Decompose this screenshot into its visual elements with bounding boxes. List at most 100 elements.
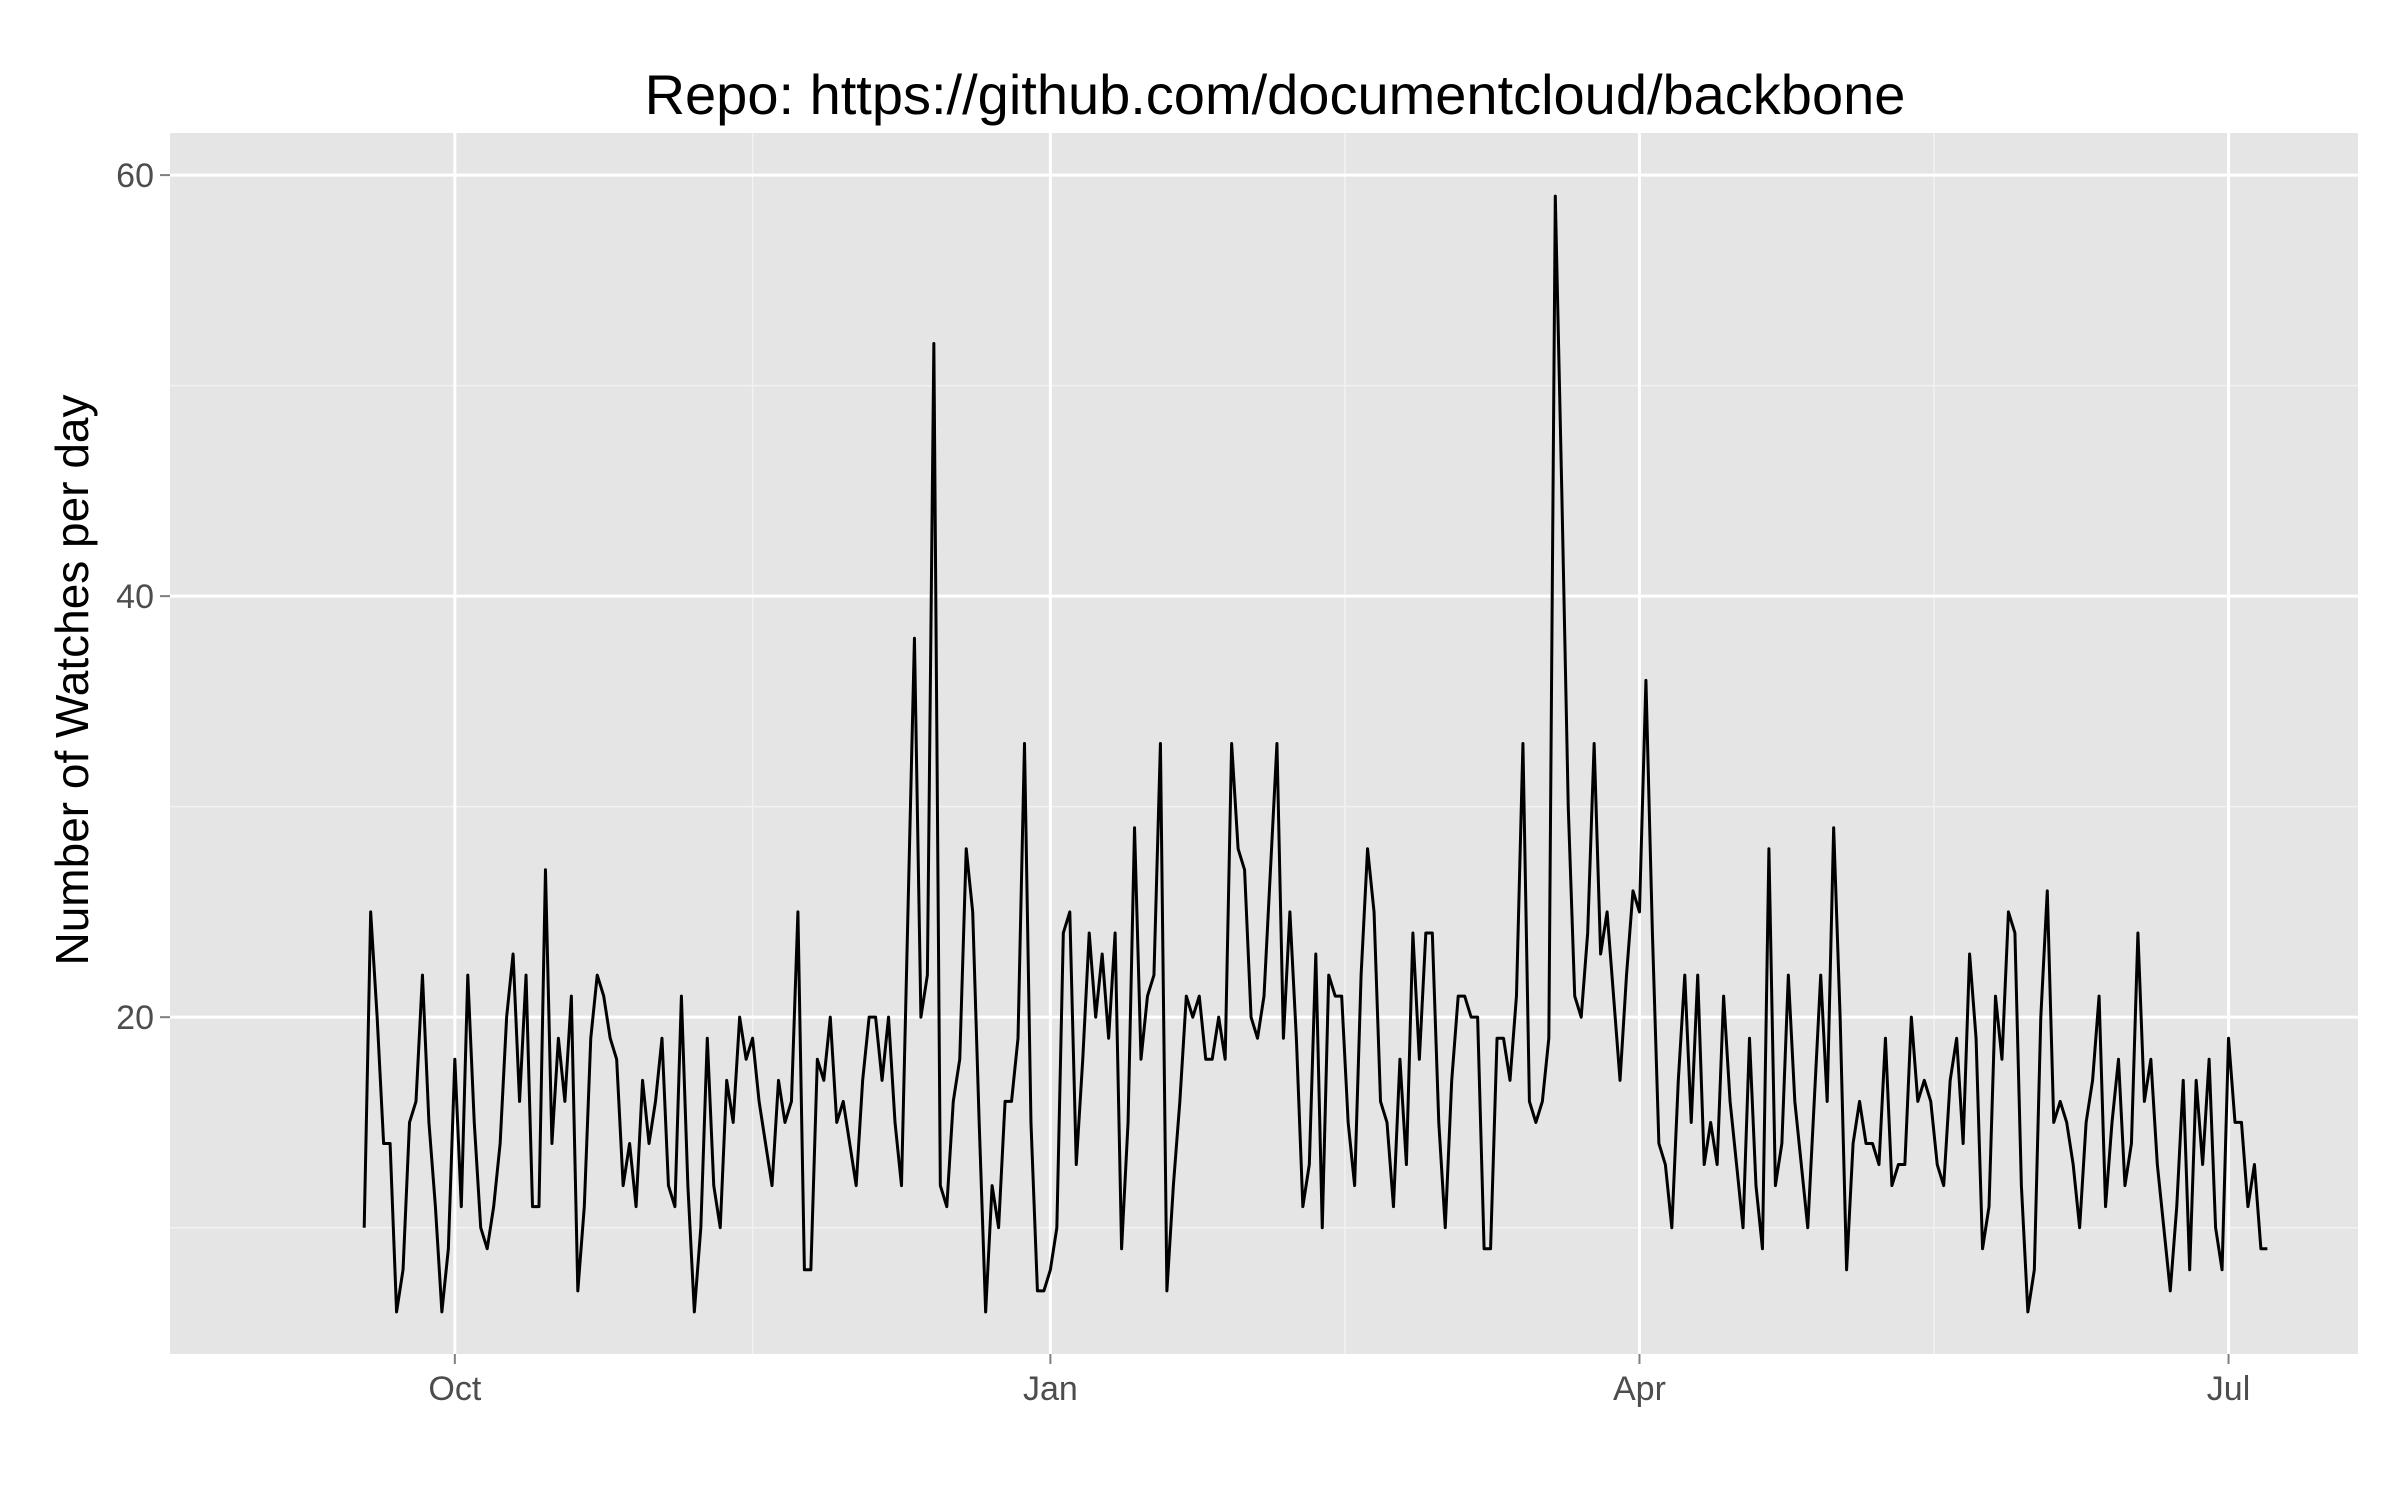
data-point bbox=[2259, 1247, 2262, 1250]
data-point bbox=[738, 1016, 741, 1019]
data-point bbox=[1631, 889, 1634, 892]
data-point bbox=[1398, 1058, 1401, 1061]
data-point bbox=[1554, 195, 1557, 198]
data-point bbox=[1865, 1142, 1868, 1145]
data-point bbox=[1644, 679, 1647, 682]
data-point bbox=[1573, 995, 1576, 998]
data-point bbox=[2130, 1142, 2133, 1145]
data-point bbox=[389, 1142, 392, 1145]
data-point bbox=[874, 1016, 877, 1019]
data-point bbox=[615, 1058, 618, 1061]
data-point bbox=[1625, 974, 1628, 977]
data-point bbox=[2065, 1121, 2068, 1124]
data-point bbox=[1742, 1226, 1745, 1229]
data-point bbox=[783, 1121, 786, 1124]
data-point bbox=[1269, 868, 1272, 871]
data-point bbox=[2046, 889, 2049, 892]
data-point bbox=[1418, 1058, 1421, 1061]
data-point bbox=[427, 1121, 430, 1124]
data-point bbox=[958, 1058, 961, 1061]
data-point bbox=[1437, 1121, 1440, 1124]
chart-title: Repo: https://github.com/documentcloud/b… bbox=[644, 63, 1906, 126]
data-point bbox=[376, 1016, 379, 1019]
data-point bbox=[725, 1079, 728, 1082]
data-point bbox=[563, 1100, 566, 1103]
y-tick-label: 40 bbox=[116, 578, 154, 616]
data-point bbox=[1962, 1142, 1965, 1145]
data-point bbox=[1515, 995, 1518, 998]
data-point bbox=[460, 1205, 463, 1208]
data-point bbox=[900, 1184, 903, 1187]
data-point bbox=[673, 1205, 676, 1208]
data-point bbox=[1140, 1058, 1143, 1061]
data-point bbox=[1955, 1037, 1958, 1040]
data-point bbox=[978, 1121, 981, 1124]
data-point bbox=[1813, 1100, 1816, 1103]
data-point bbox=[1457, 995, 1460, 998]
data-point bbox=[2188, 1268, 2191, 1271]
data-point bbox=[1735, 1163, 1738, 1166]
data-point bbox=[512, 953, 515, 956]
data-point bbox=[1852, 1142, 1855, 1145]
data-point bbox=[434, 1205, 437, 1208]
data-point bbox=[1282, 1037, 1285, 1040]
data-point bbox=[771, 1184, 774, 1187]
data-point bbox=[2195, 1079, 2198, 1082]
data-point bbox=[1178, 1100, 1181, 1103]
data-point bbox=[1146, 995, 1149, 998]
data-point bbox=[1411, 931, 1414, 934]
data-point bbox=[1476, 1016, 1479, 1019]
data-point bbox=[1172, 1184, 1175, 1187]
data-point bbox=[1314, 953, 1317, 956]
data-point bbox=[1185, 995, 1188, 998]
data-point bbox=[1890, 1184, 1893, 1187]
data-point bbox=[1263, 995, 1266, 998]
data-point bbox=[1062, 931, 1065, 934]
data-point bbox=[991, 1184, 994, 1187]
x-tick-label: Jul bbox=[2207, 1370, 2250, 1408]
data-point bbox=[2227, 1037, 2230, 1040]
data-point bbox=[1767, 847, 1770, 850]
data-point bbox=[395, 1310, 398, 1313]
data-point bbox=[1729, 1100, 1732, 1103]
series-layer bbox=[362, 194, 2268, 1314]
data-point bbox=[1379, 1100, 1382, 1103]
data-point bbox=[1204, 1058, 1207, 1061]
data-point bbox=[1042, 1289, 1045, 1292]
data-point bbox=[486, 1247, 489, 1250]
data-point bbox=[602, 995, 605, 998]
data-point bbox=[1373, 910, 1376, 913]
data-point bbox=[758, 1100, 761, 1103]
data-point bbox=[1722, 995, 1725, 998]
data-point bbox=[1580, 1016, 1583, 1019]
data-point bbox=[1534, 1121, 1537, 1124]
data-point bbox=[855, 1184, 858, 1187]
data-point bbox=[2214, 1226, 2217, 1229]
data-point bbox=[887, 1016, 890, 1019]
data-point bbox=[1230, 742, 1233, 745]
data-point bbox=[1923, 1079, 1926, 1082]
data-point bbox=[881, 1079, 884, 1082]
x-tick-label: Apr bbox=[1613, 1370, 1666, 1408]
data-point bbox=[1599, 953, 1602, 956]
data-point bbox=[1884, 1037, 1887, 1040]
x-tick-label: Jan bbox=[1023, 1370, 1078, 1408]
data-point bbox=[408, 1121, 411, 1124]
data-point bbox=[1787, 974, 1790, 977]
data-point bbox=[1224, 1058, 1227, 1061]
data-point bbox=[952, 1100, 955, 1103]
data-point bbox=[1120, 1247, 1123, 1250]
data-point bbox=[2020, 1184, 2023, 1187]
data-point bbox=[1017, 1037, 1020, 1040]
data-point bbox=[1101, 953, 1104, 956]
data-point bbox=[2253, 1163, 2256, 1166]
data-point bbox=[2162, 1226, 2165, 1229]
data-point bbox=[1036, 1289, 1039, 1292]
data-point bbox=[589, 1037, 592, 1040]
data-point bbox=[693, 1310, 696, 1313]
data-point bbox=[1366, 847, 1369, 850]
data-point bbox=[654, 1100, 657, 1103]
data-point bbox=[680, 995, 683, 998]
data-point bbox=[1127, 1121, 1130, 1124]
data-point bbox=[1301, 1205, 1304, 1208]
